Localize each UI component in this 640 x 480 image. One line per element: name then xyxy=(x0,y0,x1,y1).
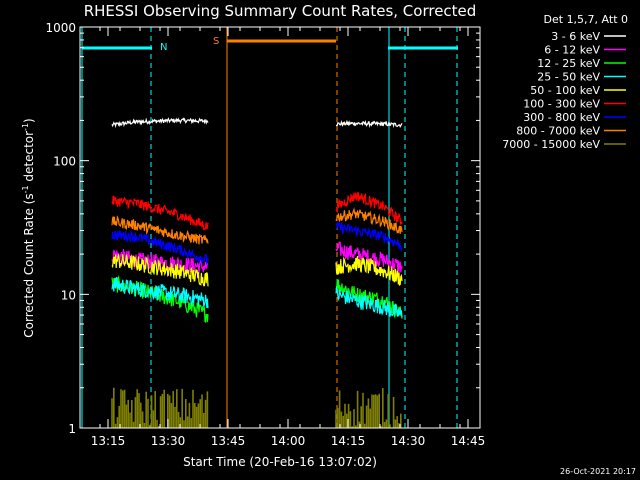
series-line-seg1 xyxy=(111,195,209,231)
legend-label: 12 - 25 keV xyxy=(537,57,600,70)
series-line-seg2 xyxy=(335,191,403,225)
series-line-seg1 xyxy=(111,117,209,129)
y-tick-label: 10 xyxy=(61,288,76,302)
legend-label: 300 - 800 keV xyxy=(523,111,600,124)
series-line-seg1 xyxy=(111,253,209,287)
n-flag-label: N xyxy=(160,42,167,53)
x-axis: 13:15 13:30 13:45 14:00 14:15 14:30 14:45 xyxy=(79,27,486,448)
series-7000-15000-bars xyxy=(335,388,402,428)
y-axis: 1 10 100 1000 xyxy=(45,21,480,436)
series-line-seg1 xyxy=(111,214,209,245)
x-tick-label: 13:15 xyxy=(91,434,126,448)
x-tick-label: 13:30 xyxy=(151,434,186,448)
legend-label: 25 - 50 keV xyxy=(537,71,600,84)
y-label-sup2: -1 xyxy=(21,123,30,131)
flag-lines: N S xyxy=(82,36,458,53)
series-line-seg2 xyxy=(335,285,403,318)
y-axis-label: Corrected Count Rate (s-1 detector-1) xyxy=(21,118,36,337)
series-7000-15000-bars xyxy=(111,387,209,428)
s-flag-label: S xyxy=(213,36,219,47)
series-line-seg2 xyxy=(335,207,403,235)
x-tick-label: 13:45 xyxy=(211,434,246,448)
legend-label: 800 - 7000 keV xyxy=(516,125,600,138)
y-label-main: Corrected Count Rate (s xyxy=(22,193,36,337)
x-tick-label: 14:45 xyxy=(451,434,486,448)
y-tick-label: 100 xyxy=(53,155,76,169)
x-tick-label: 14:30 xyxy=(391,434,426,448)
timestamp: 26-Oct-2021 20:17 xyxy=(560,467,636,476)
series-line-seg2 xyxy=(335,256,403,286)
series-line-seg1 xyxy=(111,277,209,309)
y-label-end: ) xyxy=(22,118,36,123)
chart-title: RHESSI Observing Summary Count Rates, Co… xyxy=(84,2,477,20)
legend-label: 7000 - 15000 keV xyxy=(502,138,600,151)
series-line-seg2 xyxy=(335,221,403,252)
legend-label: 50 - 100 keV xyxy=(530,84,600,97)
y-tick-label: 1 xyxy=(68,422,76,436)
series-line-seg2 xyxy=(336,119,403,129)
y-label-mid: detector xyxy=(22,131,36,186)
x-tick-label: 14:15 xyxy=(331,434,366,448)
x-axis-label: Start Time (20-Feb-16 13:07:02) xyxy=(183,455,377,469)
legend-label: 6 - 12 keV xyxy=(544,44,600,57)
x-tick-label: 14:00 xyxy=(271,434,306,448)
legend-label: 3 - 6 keV xyxy=(551,30,600,43)
legend-title: Det 1,5,7, Att 0 xyxy=(544,13,628,26)
legend-label: 100 - 300 keV xyxy=(523,98,600,111)
y-label-sup1: -1 xyxy=(21,185,30,193)
series-line-seg1 xyxy=(111,229,209,265)
series-layer xyxy=(111,117,403,428)
y-tick-label: 1000 xyxy=(45,21,76,35)
